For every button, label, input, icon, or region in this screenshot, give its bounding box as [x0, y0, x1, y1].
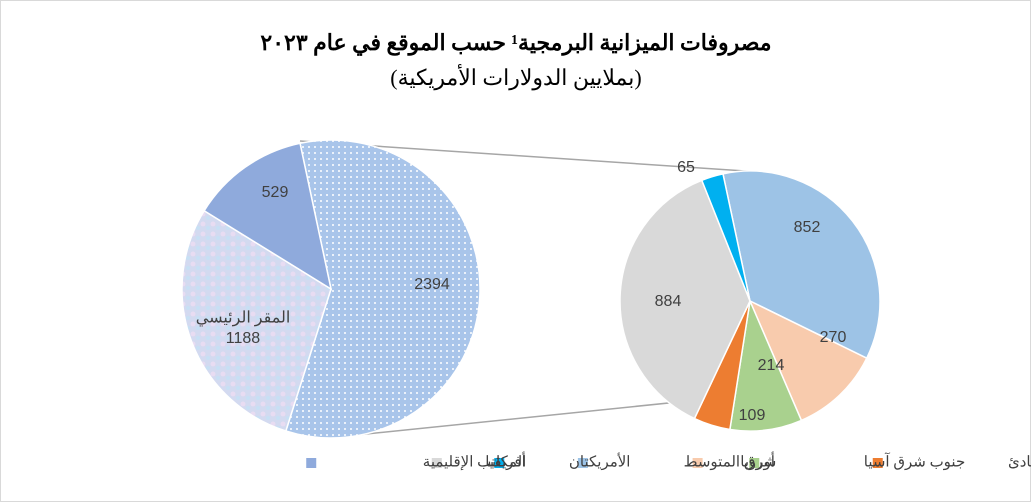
pie-slice	[700, 172, 751, 302]
legend-label: أوروبا	[740, 451, 775, 470]
legend-label: شرق المتوسط	[684, 454, 777, 470]
pie-slice	[284, 139, 481, 439]
data-label: 270	[820, 329, 847, 346]
legend-swatch	[749, 458, 760, 468]
legend-label: غرب المحيط الهادئ	[1008, 454, 1031, 470]
legend-swatch	[494, 458, 505, 468]
legend-swatch	[431, 458, 442, 468]
legend-swatch	[577, 458, 588, 468]
data-label: 214	[758, 357, 785, 374]
data-label: 852	[794, 219, 821, 236]
data-label: 109	[739, 407, 766, 424]
pie-slice	[181, 209, 332, 432]
data-label: 65	[677, 159, 695, 176]
chart-title: مصروفات الميزانية البرمجية¹ حسب الموقع ف…	[260, 30, 771, 56]
data-label: 2394	[414, 276, 450, 293]
legend-swatch	[872, 458, 883, 468]
legend-swatch	[306, 458, 317, 468]
chart-subtitle: (بملايين الدولارات الأمريكية)	[390, 63, 641, 91]
legend-label: جنوب شرق آسيا	[864, 452, 965, 470]
data-label: 1188	[226, 330, 261, 347]
pie-slice	[619, 179, 751, 420]
connector	[336, 396, 728, 438]
slice-category: المقر الرئيسي	[196, 310, 291, 327]
legend-label: المكاتب الإقليمية	[423, 454, 527, 470]
pie-slice	[748, 299, 868, 422]
legend-swatch	[692, 458, 703, 468]
legend-label: الأمريكتان	[569, 452, 631, 470]
pie-slice	[203, 142, 333, 291]
legend-label: أفريقيا	[485, 451, 525, 470]
connector	[299, 140, 761, 173]
data-label: 884	[655, 293, 682, 310]
pie-slice	[722, 170, 881, 360]
data-label: 529	[262, 184, 289, 201]
